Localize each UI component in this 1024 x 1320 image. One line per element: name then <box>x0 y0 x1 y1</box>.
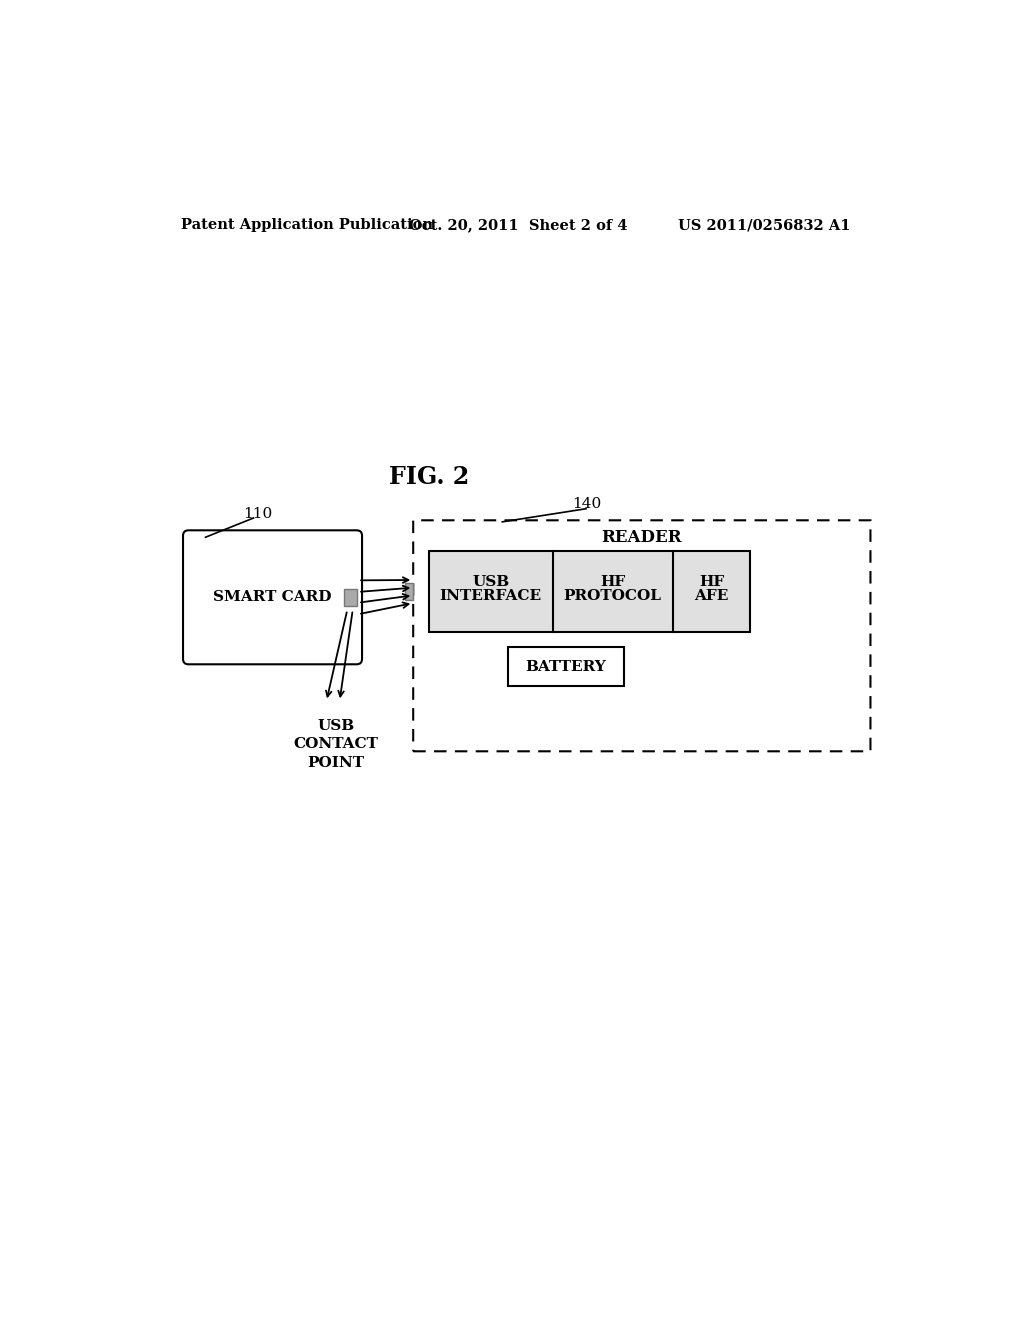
Text: Oct. 20, 2011  Sheet 2 of 4: Oct. 20, 2011 Sheet 2 of 4 <box>409 218 627 232</box>
Text: PROTOCOL: PROTOCOL <box>564 589 662 603</box>
Text: SMART CARD: SMART CARD <box>213 590 332 605</box>
Text: HF: HF <box>699 576 724 589</box>
Text: READER: READER <box>601 529 682 545</box>
Text: AFE: AFE <box>694 589 729 603</box>
Text: US 2011/0256832 A1: US 2011/0256832 A1 <box>678 218 851 232</box>
Bar <box>429 552 751 632</box>
Bar <box>344 589 356 606</box>
Text: USB
CONTACT
POINT: USB CONTACT POINT <box>293 719 378 770</box>
Text: FIG. 2: FIG. 2 <box>388 465 469 488</box>
Text: 140: 140 <box>572 498 601 511</box>
Text: Patent Application Publication: Patent Application Publication <box>180 218 433 232</box>
Text: HF: HF <box>600 576 626 589</box>
Text: USB: USB <box>472 576 509 589</box>
Text: 110: 110 <box>243 507 272 521</box>
FancyBboxPatch shape <box>183 531 362 664</box>
FancyBboxPatch shape <box>414 520 870 751</box>
Text: INTERFACE: INTERFACE <box>439 589 542 603</box>
Bar <box>508 647 624 686</box>
Text: BATTERY: BATTERY <box>525 660 606 673</box>
Bar <box>406 583 414 601</box>
